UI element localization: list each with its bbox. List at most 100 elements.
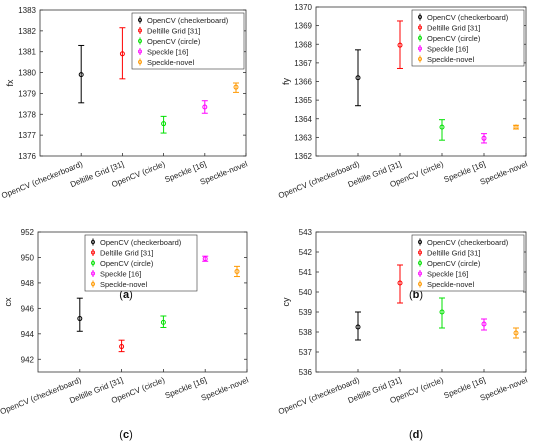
y-tick-label: 541 [299,268,313,277]
legend-label: OpenCV (checkerboard) [427,238,509,247]
y-tick-label: 1380 [18,69,36,78]
legend-label: Speckle [16] [427,270,468,279]
x-tick-label: Speckle-novel [479,375,529,402]
legend-marker [417,239,422,244]
y-tick-label: 952 [21,228,35,237]
error-bar-point [76,297,83,332]
y-tick-label: 1378 [18,110,36,119]
error-bar-point [160,315,167,328]
y-tick-label: 1383 [18,6,36,15]
data-point [119,344,125,350]
y-axis-label: cy [281,297,291,307]
y-axis-label: fx [5,79,15,87]
legend-label: OpenCV (circle) [147,37,201,46]
panel-caption: (b) [409,289,423,301]
legend-label: Speckle [16] [147,48,188,57]
legend-box [411,9,525,67]
error-bar-point [118,339,125,353]
legend-box [411,234,525,292]
legend-marker [91,250,96,255]
legend-marker [91,260,96,265]
error-bar-point [513,124,519,130]
data-point [355,324,361,330]
y-tick-label: 1379 [18,89,36,98]
legend-marker [137,28,142,33]
legend-marker [91,239,96,244]
y-tick-label: 536 [299,368,313,377]
legend-label: Speckle [16] [100,270,141,279]
error-bar-point [234,265,240,278]
legend: OpenCV (checkerboard) Deltille Grid [31]O… [411,9,525,67]
legend-label: Deltille Grid [31] [100,249,153,258]
data-point [481,135,487,141]
y-tick-label: 1368 [294,40,312,49]
legend-label: Deltille Grid [31] [427,249,480,258]
chart-panel: 942 944 946 948 950 952 cx OpenCV (checkerboard… [0,228,250,441]
legend-label: Speckle-novel [147,58,194,67]
legend-box [131,12,245,70]
y-tick-label: 538 [299,328,313,337]
data-point [513,330,519,336]
y-tick-label: 1381 [18,48,36,57]
error-bar-point [119,27,126,80]
y-tick-label: 1377 [18,131,36,140]
y-tick-label: 543 [299,228,313,237]
error-bar-point [233,82,239,93]
y-tick-label: 537 [299,348,313,357]
y-tick-label: 946 [21,304,35,313]
y-tick-label: 1366 [294,78,312,87]
legend-marker [417,57,422,62]
panel-caption: (d) [409,429,423,441]
legend-label: Speckle-novel [100,280,147,289]
legend-marker [137,60,142,65]
legend-marker [417,281,422,286]
error-bar-point [160,115,167,134]
legend-label: OpenCV (checkerboard) [427,13,509,22]
y-tick-label: 948 [21,279,35,288]
y-tick-label: 542 [299,248,313,257]
data-point [119,51,125,57]
x-tick-label: Speckle-novel [199,159,249,186]
data-point [202,256,208,262]
error-bar-point [481,318,487,331]
data-point [397,42,403,48]
legend-label: Deltille Grid [31] [147,27,200,36]
data-point [202,104,208,110]
data-point [439,124,445,130]
error-bar-point [481,133,487,144]
error-bar-point [397,20,403,69]
legend-marker [417,25,422,30]
chart-panel: 536 537 538 539 540 541 542 543 cy OpenCV (checke… [277,228,529,441]
legend-box [84,234,198,292]
legend-marker [417,250,422,255]
y-tick-label: 539 [299,308,313,317]
plot-frame [315,231,527,373]
y-tick-label: 1362 [294,152,312,161]
legend-marker [417,260,422,265]
error-bar-point [202,255,209,262]
y-tick-label: 1367 [294,59,312,68]
y-tick-label: 1369 [294,22,312,31]
data-point [233,84,239,90]
y-tick-label: 1365 [294,96,312,105]
y-tick-label: 1382 [18,27,36,36]
legend-marker [137,17,142,22]
y-tick-label: 950 [21,253,35,262]
x-tick-label: Speckle-novel [200,375,250,402]
data-point [78,72,84,78]
legend-marker [417,271,422,276]
data-point [77,316,83,322]
y-axis-label: cx [3,297,13,307]
legend-marker [91,281,96,286]
legend: OpenCV (checkerboard) Deltille Grid [31]O… [411,234,525,292]
legend-marker [137,49,142,54]
legend-label: OpenCV (checkerboard) [147,16,229,25]
legend-marker [417,46,422,51]
error-bar-point [513,327,519,339]
legend-label: Speckle-novel [427,55,474,64]
legend: OpenCV (checkerboard) Deltille Grid [31]O… [84,234,198,292]
legend-label: OpenCV (circle) [427,34,481,43]
legend-marker [91,271,96,276]
y-tick-label: 942 [21,355,35,364]
legend-label: Deltille Grid [31] [427,24,480,33]
